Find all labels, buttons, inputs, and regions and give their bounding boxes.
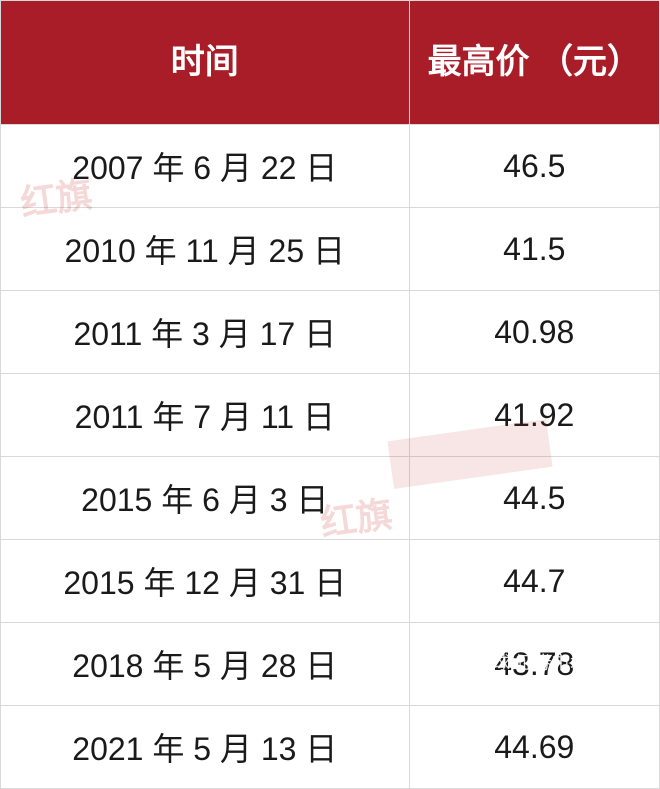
table-row: 2011 年 7 月 11 日 41.92 [1,374,660,457]
cell-date: 2010 年 11 月 25 日 [1,208,410,291]
cell-date: 2018 年 5 月 28 日 [1,623,410,706]
cell-price: 44.5 [409,457,659,540]
cell-price: 40.98 [409,291,659,374]
source-text: 雪球·证券市场红周刊 [474,649,642,675]
cell-date: 2021 年 5 月 13 日 [1,706,410,789]
table-row: 2015 年 12 月 31 日 44.7 [1,540,660,623]
table-body: 2007 年 6 月 22 日 46.5 2010 年 11 月 25 日 41… [1,125,660,789]
table-row: 2011 年 3 月 17 日 40.98 [1,291,660,374]
cell-date: 2015 年 12 月 31 日 [1,540,410,623]
header-date: 时间 [1,1,410,125]
cell-price: 41.5 [409,208,659,291]
source-attribution: ❄ 雪球·证券市场红周刊 [446,649,642,675]
cell-price: 46.5 [409,125,659,208]
cell-date: 2007 年 6 月 22 日 [1,125,410,208]
cell-price: 44.69 [409,706,659,789]
cell-date: 2011 年 7 月 11 日 [1,374,410,457]
table-row: 2021 年 5 月 13 日 44.69 [1,706,660,789]
table-row: 2007 年 6 月 22 日 46.5 [1,125,660,208]
header-row: 时间 最高价 （元） [1,1,660,125]
table-row: 2015 年 6 月 3 日 44.5 [1,457,660,540]
cell-price: 44.7 [409,540,659,623]
cell-date: 2015 年 6 月 3 日 [1,457,410,540]
xueqiu-logo-icon: ❄ [446,651,468,673]
cell-price: 41.92 [409,374,659,457]
cell-date: 2011 年 3 月 17 日 [1,291,410,374]
table-row: 2010 年 11 月 25 日 41.5 [1,208,660,291]
header-price: 最高价 （元） [409,1,659,125]
